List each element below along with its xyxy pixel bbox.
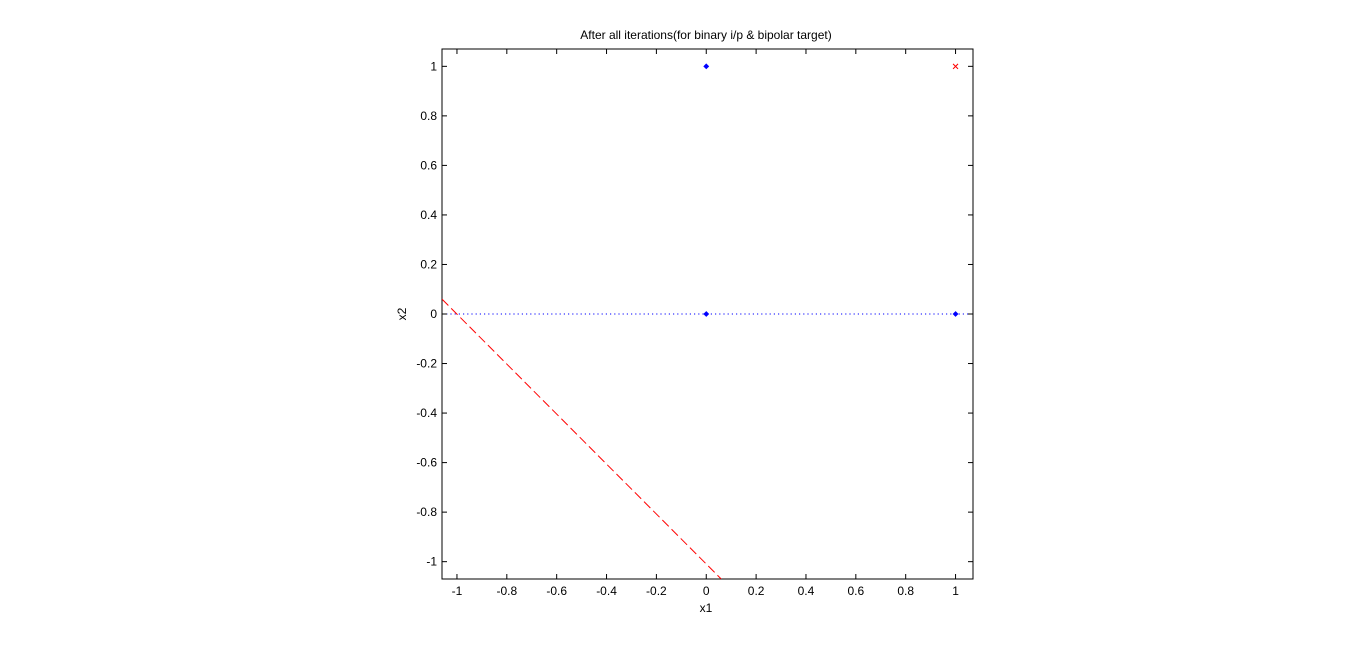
y-axis-label: x2 (395, 307, 409, 320)
x-tick-label: -0.4 (596, 584, 617, 598)
x-tick-label: -1 (452, 584, 463, 598)
x-axis-label: x1 (700, 601, 713, 615)
diamond-marker (703, 311, 710, 317)
y-tick-label: -1 (426, 555, 437, 569)
y-tick-label: -0.2 (416, 357, 437, 371)
y-tick-label: 0.4 (420, 208, 437, 222)
y-tick-label: -0.6 (416, 456, 437, 470)
x-tick-label: 0.4 (798, 584, 815, 598)
x-marker (952, 63, 959, 70)
x-tick-label: 1 (952, 584, 959, 598)
diamond-marker (952, 311, 959, 317)
x-tick-label: 0.2 (748, 584, 765, 598)
x-tick-label: 0.8 (897, 584, 914, 598)
y-tick-label: 0.6 (420, 158, 437, 172)
x-tick-label: -0.6 (546, 584, 567, 598)
y-tick-label: 0.8 (420, 109, 437, 123)
y-tick-label: 0.2 (420, 257, 437, 271)
y-tick-label: 1 (430, 59, 437, 73)
dashed-decision-line (442, 298, 722, 579)
ticks-layer: -1 -0.8 -0.6 -0.4 -0.2 0 0.2 0.4 0.6 0.8 1 -1 -0.8 -0… (416, 49, 973, 598)
x-tick-label: 0.6 (847, 584, 864, 598)
y-tick-label: 0 (430, 307, 437, 321)
x-tick-label: -0.2 (646, 584, 667, 598)
x-tick-label: -0.8 (496, 584, 517, 598)
y-tick-label: -0.4 (416, 406, 437, 420)
diamond-marker (703, 63, 710, 70)
chart-title: After all iterations(for binary i/p & bi… (580, 28, 831, 42)
y-tick-label: -0.8 (416, 505, 437, 519)
data-layer (442, 63, 973, 579)
x-tick-label: 0 (703, 584, 710, 598)
